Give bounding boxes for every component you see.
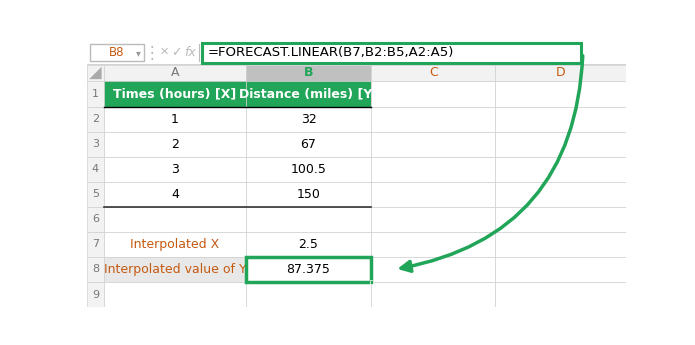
Bar xyxy=(371,107,496,131)
Text: Distance (miles) [Y]: Distance (miles) [Y] xyxy=(239,88,378,100)
Bar xyxy=(246,65,371,81)
Bar xyxy=(87,257,104,282)
Polygon shape xyxy=(89,67,101,79)
Text: =FORECAST.LINEAR(B7,B2:B5,A2:A5): =FORECAST.LINEAR(B7,B2:B5,A2:A5) xyxy=(208,47,454,59)
Bar xyxy=(87,282,104,307)
Bar xyxy=(496,257,626,282)
Bar xyxy=(371,157,496,182)
Bar xyxy=(104,232,246,257)
Bar xyxy=(246,207,371,232)
Bar xyxy=(371,131,496,157)
Bar xyxy=(371,65,496,81)
Bar xyxy=(104,257,246,282)
Bar xyxy=(246,282,371,307)
Bar xyxy=(496,131,626,157)
Bar xyxy=(104,107,246,131)
Text: D: D xyxy=(555,67,565,79)
Text: ▾: ▾ xyxy=(136,48,140,58)
Bar xyxy=(371,182,496,207)
Bar xyxy=(104,65,246,81)
Text: 1: 1 xyxy=(92,89,99,99)
Bar xyxy=(104,81,246,107)
Text: Interpolated value of Y: Interpolated value of Y xyxy=(104,263,246,276)
Text: 3: 3 xyxy=(92,139,99,149)
Bar xyxy=(496,107,626,131)
Bar xyxy=(371,257,496,282)
Bar xyxy=(87,65,104,81)
Bar xyxy=(370,280,373,284)
Bar xyxy=(246,107,371,131)
Text: 2.5: 2.5 xyxy=(299,238,318,251)
Bar xyxy=(104,157,246,182)
Bar xyxy=(371,81,496,107)
Bar xyxy=(246,131,371,157)
Bar xyxy=(496,232,626,257)
Bar xyxy=(496,282,626,307)
Text: ✕: ✕ xyxy=(160,47,169,57)
Bar xyxy=(87,65,626,81)
Bar xyxy=(496,157,626,182)
Bar xyxy=(246,182,371,207)
Text: ⋮: ⋮ xyxy=(144,44,161,62)
Text: 7: 7 xyxy=(92,239,99,249)
Bar xyxy=(202,43,581,63)
Bar xyxy=(104,182,246,207)
Text: 8: 8 xyxy=(92,265,99,275)
Bar xyxy=(371,282,496,307)
Bar xyxy=(246,157,371,182)
Bar xyxy=(246,257,371,282)
Text: 9: 9 xyxy=(92,289,99,299)
Text: Interpolated X: Interpolated X xyxy=(130,238,220,251)
Text: fx: fx xyxy=(184,47,196,59)
Text: 2: 2 xyxy=(92,114,99,124)
Text: Times (hours) [X]: Times (hours) [X] xyxy=(113,88,236,100)
Bar xyxy=(496,207,626,232)
Text: 4: 4 xyxy=(171,188,179,201)
Text: B8: B8 xyxy=(109,47,125,59)
Bar xyxy=(246,232,371,257)
Text: A: A xyxy=(170,67,179,79)
Text: 150: 150 xyxy=(297,188,320,201)
Bar xyxy=(496,65,626,81)
Text: ✓: ✓ xyxy=(172,46,182,59)
Text: 5: 5 xyxy=(92,189,99,199)
Text: 67: 67 xyxy=(300,138,316,151)
Bar xyxy=(496,182,626,207)
Bar xyxy=(87,207,104,232)
Bar xyxy=(87,182,104,207)
Text: 6: 6 xyxy=(92,214,99,224)
Bar xyxy=(104,207,246,232)
Bar xyxy=(87,81,104,107)
Text: 3: 3 xyxy=(171,163,179,176)
Bar xyxy=(87,107,104,131)
Text: 2: 2 xyxy=(171,138,179,151)
Text: B: B xyxy=(304,67,313,79)
Text: 100.5: 100.5 xyxy=(291,163,327,176)
Bar xyxy=(246,81,371,107)
Text: 4: 4 xyxy=(92,164,99,174)
Bar xyxy=(496,81,626,107)
Bar xyxy=(104,282,246,307)
Bar xyxy=(87,157,104,182)
Bar xyxy=(371,207,496,232)
Text: 87.375: 87.375 xyxy=(286,263,330,276)
Bar xyxy=(104,131,246,157)
Text: C: C xyxy=(429,67,438,79)
Bar xyxy=(87,232,104,257)
Text: 32: 32 xyxy=(301,112,316,126)
Bar xyxy=(90,45,145,61)
Text: 1: 1 xyxy=(171,112,179,126)
Bar xyxy=(87,131,104,157)
Bar xyxy=(371,232,496,257)
